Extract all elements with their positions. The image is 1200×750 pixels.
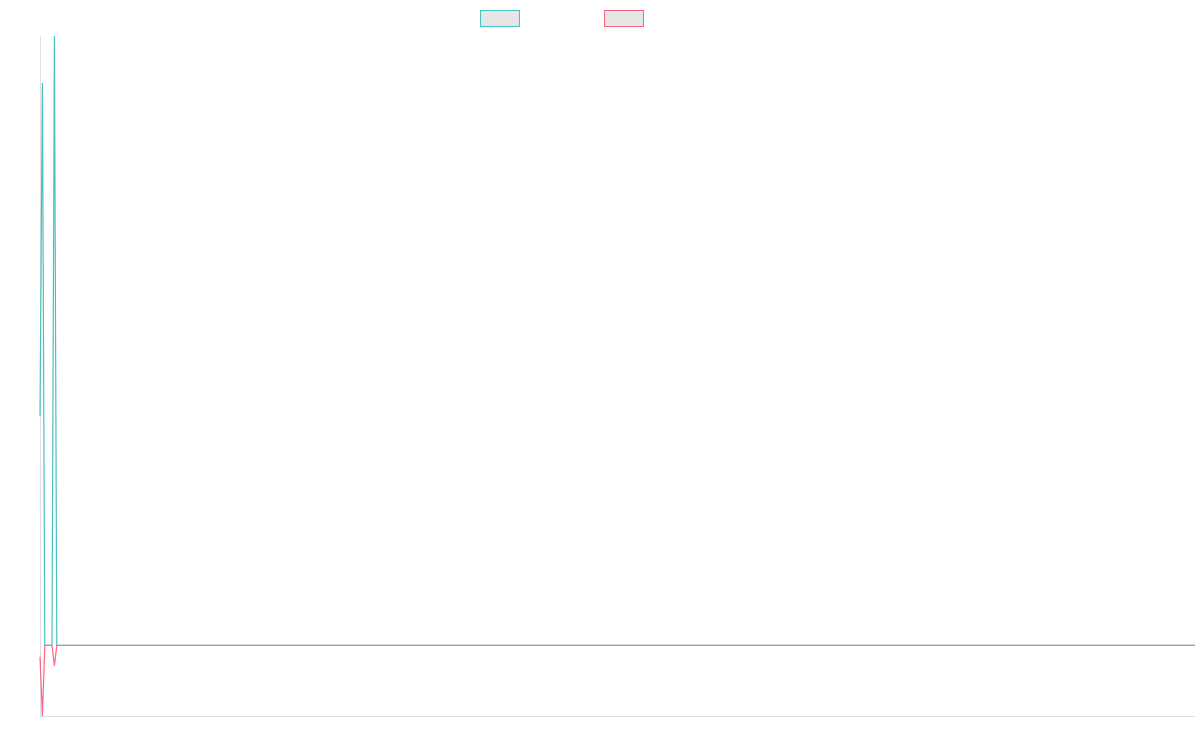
legend-swatch-series-2[interactable] [604, 10, 644, 27]
legend-swatch-series-1[interactable] [480, 10, 520, 27]
series-line-1 [39, 35, 1195, 646]
series-line-2 [39, 644, 1195, 717]
